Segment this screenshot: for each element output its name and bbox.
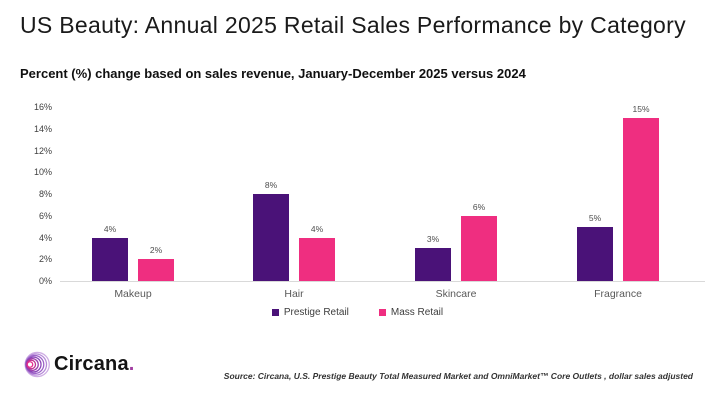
x-axis-baseline	[60, 281, 705, 282]
x-axis-category-label: Skincare	[435, 288, 477, 300]
circana-logo: Circana.	[20, 349, 135, 380]
y-axis-tick-label: 12%	[33, 145, 52, 156]
y-axis-tick-label: 0%	[38, 276, 52, 286]
legend-swatch-icon	[378, 309, 386, 316]
x-axis-category-label: Makeup	[114, 288, 152, 300]
bar-prestige-retail-fragrance	[577, 226, 613, 281]
legend-item-prestige-retail: Prestige Retail	[271, 307, 349, 318]
bar-value-label: 2%	[149, 245, 163, 256]
bar-value-label: 4%	[103, 223, 117, 234]
logo-period: .	[128, 353, 135, 375]
bar-mass-retail-hair	[299, 237, 335, 281]
circana-rings-icon	[24, 351, 50, 378]
bar-value-label: 8%	[264, 180, 278, 190]
page-title: US Beauty: Annual 2025 Retail Sales Perf…	[20, 12, 686, 38]
bar-value-label: 6%	[472, 201, 486, 212]
legend-label: Prestige Retail	[283, 307, 349, 318]
y-axis-tick-label: 14%	[33, 123, 52, 134]
page-subtitle: Percent (%) change based on sales revenu…	[20, 66, 526, 81]
source-text: Source: Circana, U.S. Prestige Beauty To…	[223, 371, 693, 381]
x-axis-category-label: Hair	[284, 288, 304, 300]
y-axis-tick-label: 8%	[38, 189, 52, 199]
bar-value-label: 15%	[632, 103, 650, 114]
bar-mass-retail-fragrance	[623, 117, 659, 281]
chart-legend: Prestige Retail Mass Retail	[0, 307, 715, 318]
bar-value-label: 3%	[426, 234, 440, 245]
legend-item-mass-retail: Mass Retail	[378, 307, 444, 318]
legend-label: Mass Retail	[390, 307, 444, 318]
circana-wordmark: Circana.	[54, 353, 135, 375]
y-axis-tick-label: 6%	[38, 210, 52, 221]
bar-mass-retail-makeup	[138, 259, 174, 281]
bar-prestige-retail-makeup	[92, 237, 128, 281]
bar-mass-retail-skincare	[461, 215, 497, 281]
y-axis-tick-label: 2%	[38, 254, 52, 265]
bar-prestige-retail-skincare	[415, 248, 451, 281]
y-axis-tick-label: 16%	[33, 102, 52, 112]
y-axis-tick-label: 4%	[38, 232, 52, 243]
x-axis-category-label: Fragrance	[594, 288, 642, 300]
legend-swatch-icon	[271, 309, 279, 316]
bar-value-label: 5%	[588, 212, 602, 223]
y-axis-tick-label: 10%	[33, 167, 52, 178]
bar-prestige-retail-hair	[253, 194, 289, 281]
bar-value-label: 4%	[310, 223, 324, 234]
